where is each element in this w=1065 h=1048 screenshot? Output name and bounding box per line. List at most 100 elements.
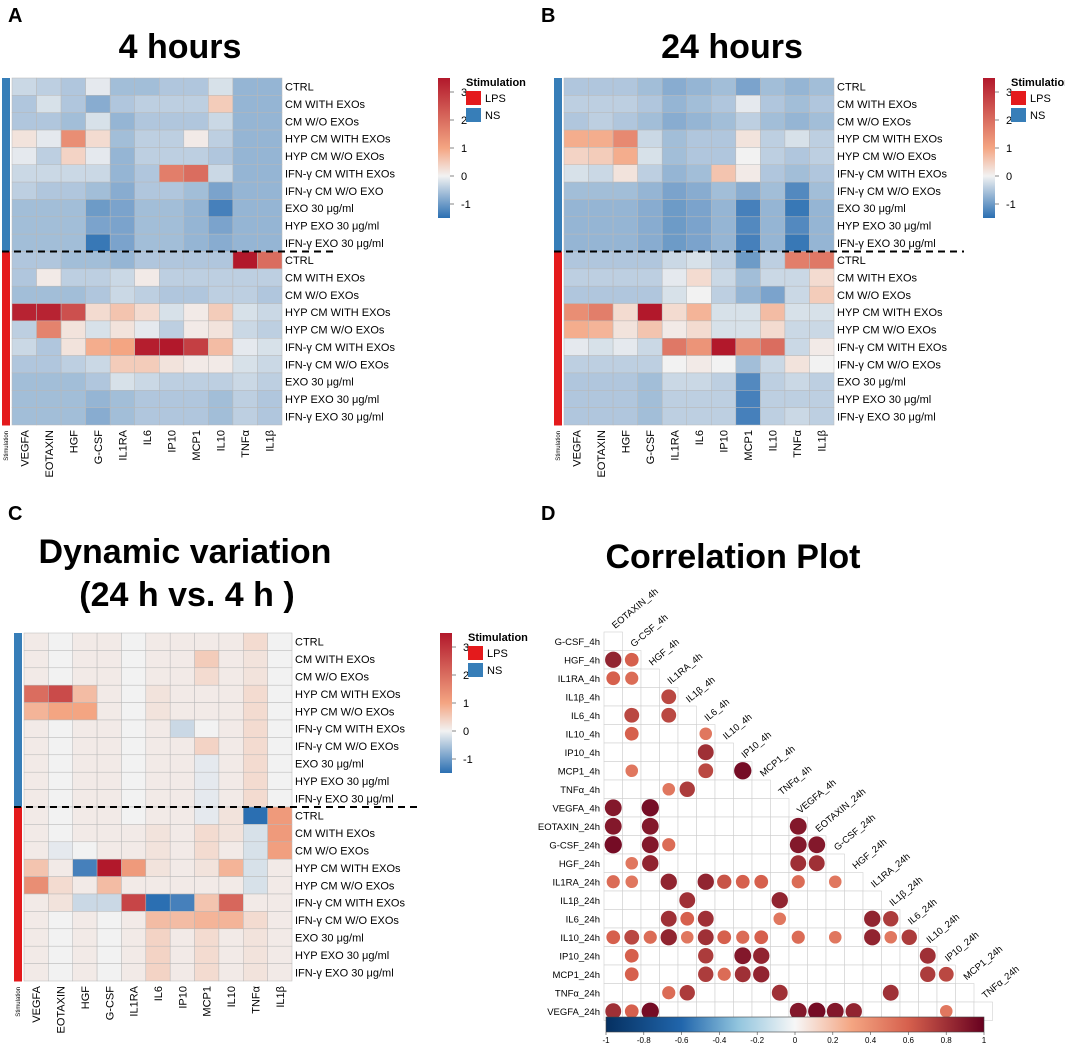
heatmap-cell [686,338,712,356]
heatmap-cell [48,876,73,895]
heatmap-cell [194,806,220,825]
stimulation-bar-cell [554,199,562,218]
corr-cell [603,779,623,799]
heatmap-cell [661,390,687,408]
heatmap-cell [257,285,283,304]
heatmap-cell [169,824,195,843]
row-label: CM W/O EXOs [295,672,369,684]
corr-cell [770,835,790,855]
heatmap-cell [60,199,86,218]
heatmap-cell [208,355,234,374]
heatmap-cell [267,858,293,877]
colorbar-tick-label: 0 [463,726,469,738]
legend-swatch-ns [1011,108,1026,122]
heatmap-cell [267,754,293,773]
colorbar-tick-label: 3 [463,642,469,654]
heatmap-cell [686,129,712,148]
corr-circle [734,966,751,983]
heatmap-cell [183,216,209,235]
heatmap-cell [760,268,786,287]
heatmap-cell [60,95,86,113]
heatmap-cell [96,945,122,964]
heatmap-cell [563,303,589,322]
heatmap-cell [85,95,111,113]
heatmap-cell [11,233,37,252]
heatmap-cell [218,719,244,738]
heatmap-cell [809,355,835,374]
heatmap-cell [735,147,761,165]
stimulation-bar-cell [14,963,22,982]
heatmap-cell [208,147,234,165]
column-label: IL1RA [117,429,129,460]
corr-circle [624,929,640,945]
heatmap-cell [686,355,712,374]
stimulation-bar-cell [554,251,562,270]
corr-cell [825,946,845,966]
heatmap-cell [735,355,761,374]
heatmap-cell [784,390,810,408]
heatmap-cell [72,858,98,877]
corr-row-label: TNFα_4h [560,785,600,796]
heatmap-cell [85,129,111,148]
heatmap-cell [145,876,171,895]
heatmap-cell [637,233,663,252]
heatmap-cell [194,789,220,808]
heatmap-cell [735,199,761,218]
corr-cell [640,779,660,799]
heatmap-cell [194,771,220,790]
row-label: HYP CM W/O EXOs [837,151,937,163]
heatmap-cell [232,95,258,113]
heatmap-24h: CTRL CM WITH EXOs CM W/O EXOs HYP CM WITH E… [554,77,1065,477]
heatmap-cell [232,285,258,304]
corr-circle [625,764,639,778]
heatmap-cell [121,945,147,964]
corr-circle [698,948,714,964]
stimulation-bar-cell [554,372,562,391]
corr-colorbar-tick-label: 0.6 [903,1036,915,1045]
corr-cell [677,964,697,984]
heatmap-cell [735,407,761,426]
heatmap-cell [60,233,86,252]
heatmap-cell [159,390,185,408]
heatmap-cell [637,285,663,304]
heatmap-cell [257,147,283,165]
heatmap-cell [169,650,195,669]
column-label: IP10 [167,430,179,453]
corr-row-label: VEGFA_24h [547,1007,600,1018]
heatmap-cell [809,407,835,426]
corr-row-label: HGF_24h [559,859,600,870]
corr-cell [844,909,864,929]
row-label: CM W/O EXOs [285,290,359,302]
corr-circle [662,986,676,1000]
heatmap-cell [48,928,73,947]
heatmap-cell [784,77,810,96]
column-label: IL1β [817,430,829,452]
corr-row-label: IP10_24h [559,951,600,962]
heatmap-cell [85,77,111,96]
heatmap-cell [809,181,835,200]
corr-circle [773,912,787,926]
corr-cell [844,983,864,1003]
heatmap-cell [208,129,234,148]
corr-colorbar [605,1016,985,1033]
corr-circle [624,652,639,667]
corr-col-label: HGF_4h [647,637,682,669]
heatmap-cell [784,112,810,131]
heatmap-cell [159,338,185,356]
corr-circle [624,707,640,723]
corr-cell [788,890,808,910]
corr-cell [696,853,716,873]
heatmap-cell [145,754,171,773]
column-label: IP10 [177,986,189,1009]
heatmap-cell [36,129,62,148]
heatmap-cell [96,806,122,825]
corr-cell [733,835,753,855]
corr-colorbar-tick-label: 1 [982,1036,987,1045]
row-label: CM W/O EXOs [285,116,359,128]
heatmap-cell [809,268,835,287]
corr-cell [844,964,864,984]
heatmap-cell [588,355,614,374]
heatmap-cell [85,112,111,131]
heatmap-cell [60,164,86,183]
heatmap-cell [232,372,258,391]
